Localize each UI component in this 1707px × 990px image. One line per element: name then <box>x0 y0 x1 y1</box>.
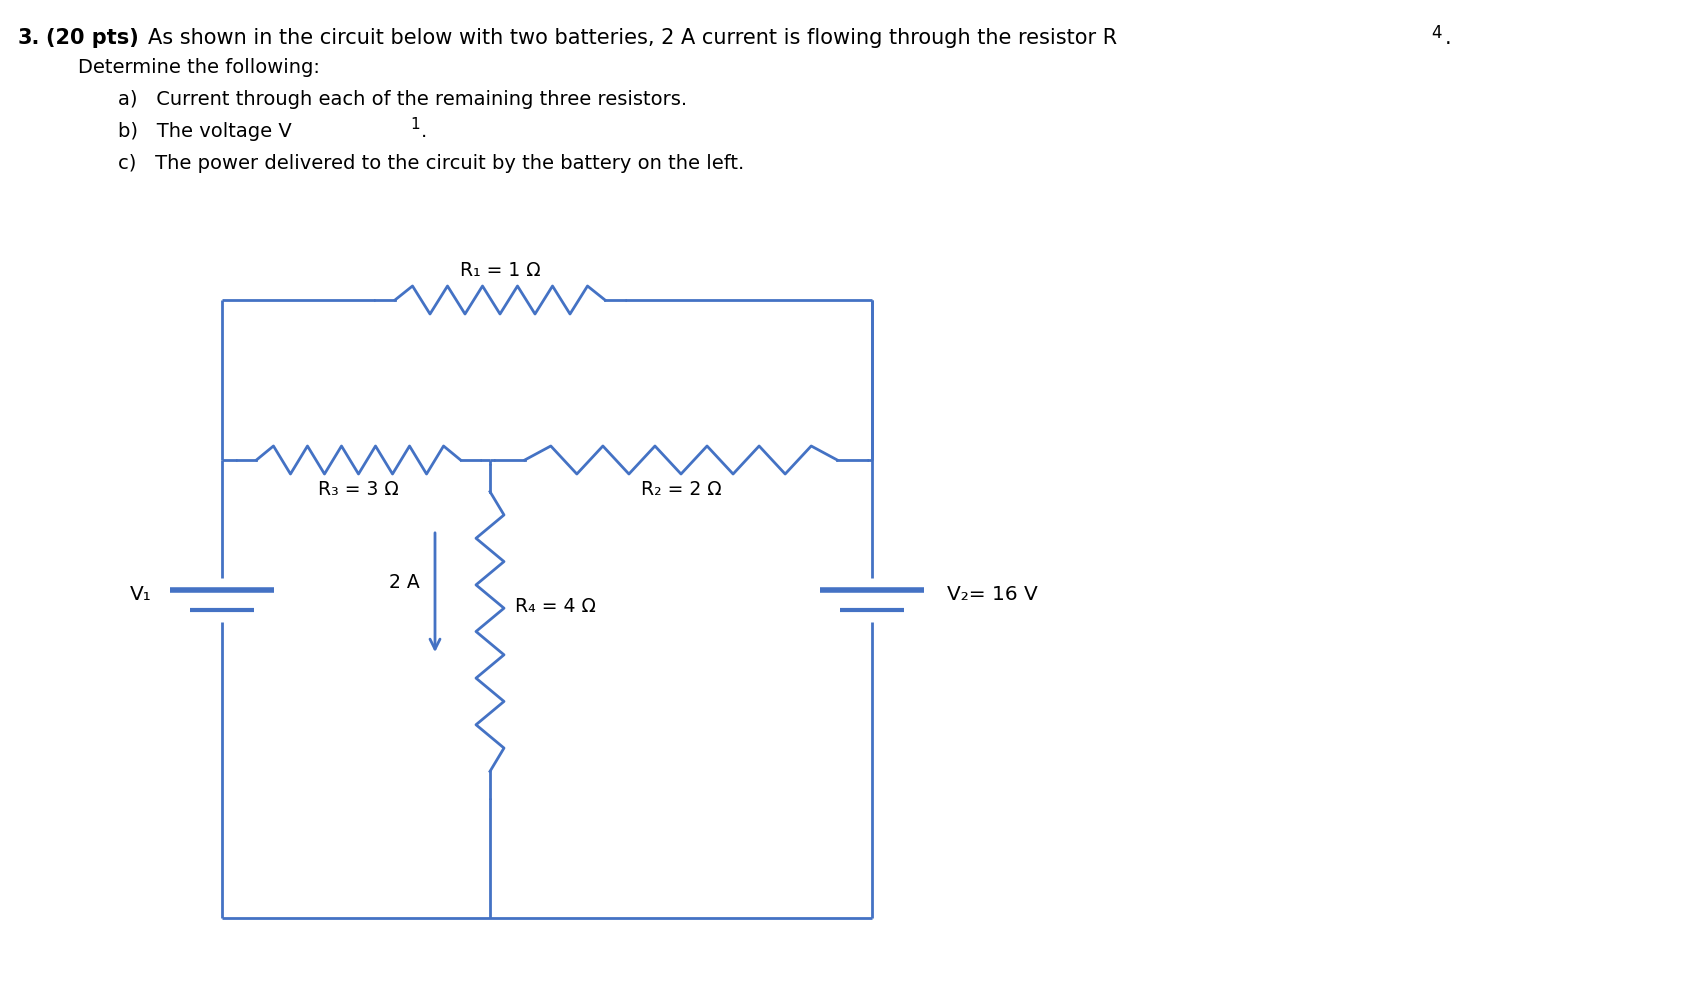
Text: R₄ = 4 Ω: R₄ = 4 Ω <box>516 597 596 616</box>
Text: R₂ = 2 Ω: R₂ = 2 Ω <box>640 480 720 499</box>
Text: R₃ = 3 Ω: R₃ = 3 Ω <box>318 480 399 499</box>
Text: c)   The power delivered to the circuit by the battery on the left.: c) The power delivered to the circuit by… <box>118 154 744 173</box>
Text: 2 A: 2 A <box>389 573 420 592</box>
Text: 4: 4 <box>1430 24 1441 42</box>
Text: 1: 1 <box>410 117 420 132</box>
Text: As shown in the circuit below with two batteries, 2 A current is flowing through: As shown in the circuit below with two b… <box>149 28 1116 48</box>
Text: a)   Current through each of the remaining three resistors.: a) Current through each of the remaining… <box>118 90 686 109</box>
Text: Determine the following:: Determine the following: <box>79 58 319 77</box>
Text: V₁: V₁ <box>130 585 152 605</box>
Text: 3.: 3. <box>19 28 41 48</box>
Text: R₁ = 1 Ω: R₁ = 1 Ω <box>459 261 539 280</box>
Text: .: . <box>420 122 427 141</box>
Text: V₂= 16 V: V₂= 16 V <box>946 585 1038 605</box>
Text: .: . <box>1444 28 1451 48</box>
Text: (20 pts): (20 pts) <box>46 28 138 48</box>
Text: b)   The voltage V: b) The voltage V <box>118 122 292 141</box>
